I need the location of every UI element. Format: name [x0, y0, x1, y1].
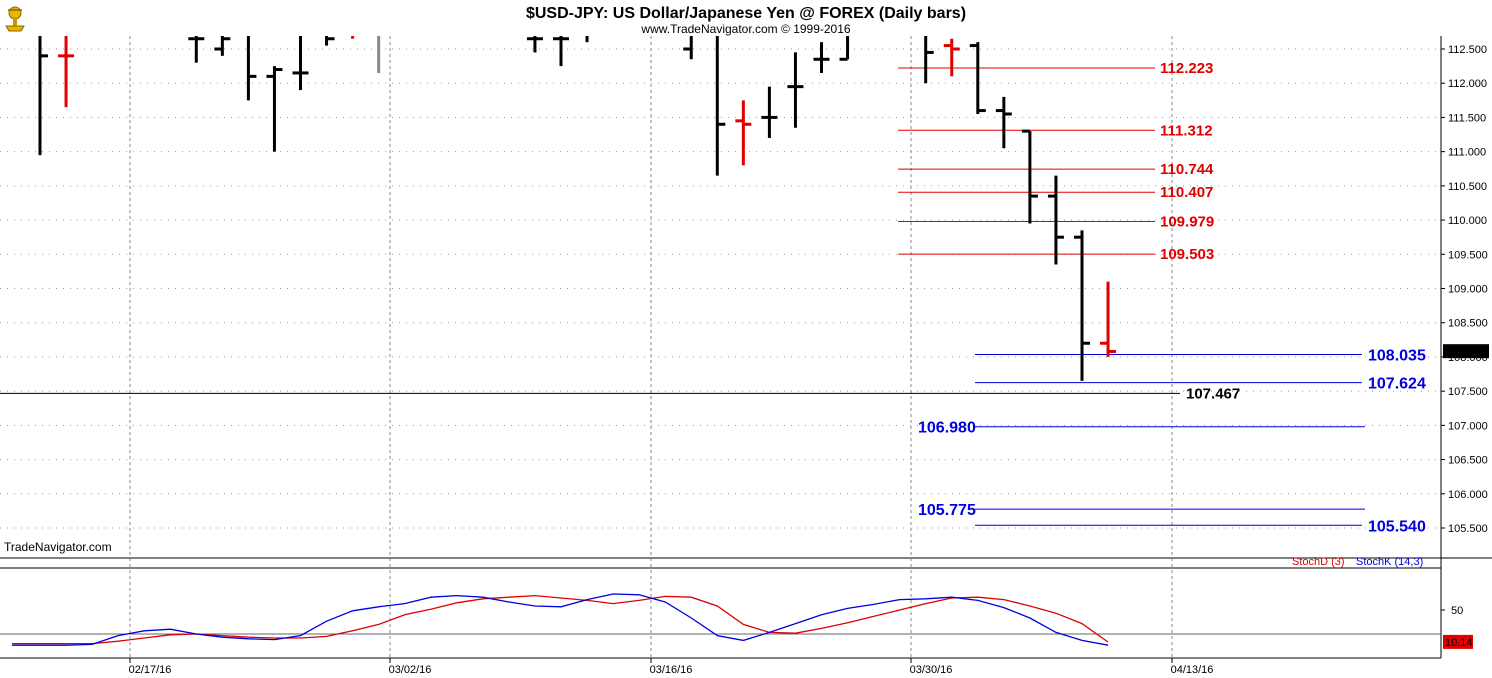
y-tick-label: 106.500 — [1448, 455, 1488, 467]
support-label: 107.624 — [1368, 376, 1426, 393]
y-tick-label: 105.500 — [1448, 523, 1488, 535]
x-tick-label: 03/02/16 — [389, 664, 432, 676]
ohlc-bars — [38, 36, 1117, 381]
stoch-series-line — [12, 594, 1109, 645]
price-panel — [0, 36, 1441, 558]
resistance-label: 109.979 — [1160, 214, 1214, 231]
stoch-legend-k: StochK (14,3) — [1356, 556, 1423, 568]
stoch-last-value-box — [1443, 634, 1473, 649]
grid-lines — [0, 36, 1441, 658]
resistance-label: 110.407 — [1160, 184, 1213, 201]
last-price-label: 108.084 — [1445, 346, 1485, 358]
x-tick-label: 03/16/16 — [650, 664, 693, 676]
y-tick-label: 109.000 — [1448, 284, 1488, 296]
x-tick-label: 03/30/16 — [910, 664, 953, 676]
y-tick-label: 107.000 — [1448, 420, 1488, 432]
y-tick-label: 112.000 — [1448, 78, 1487, 90]
x-tick-label: 04/13/16 — [1171, 664, 1214, 676]
y-tick-label: 106.000 — [1448, 489, 1488, 501]
copyright-notice: www.TradeNavigator.com © 1999-2016 — [640, 22, 850, 36]
stoch-last-value-label: 10.14 — [1445, 637, 1473, 649]
y-tick-label: 111.000 — [1448, 147, 1486, 159]
y-tick-label: 109.500 — [1448, 249, 1488, 261]
support-label: 105.540 — [1368, 518, 1426, 535]
fibonacci-levels: 107.467 112.223 111.312 110.744 110.407 109.9… — [0, 60, 1426, 535]
support-label: 108.035 — [1368, 348, 1426, 365]
resistance-label: 111.312 — [1160, 122, 1213, 139]
stochastic-panel: 50 StochD (3) StochK (14,3) 10.14 — [0, 556, 1473, 649]
y-tick-label: 110.000 — [1448, 215, 1487, 227]
y-tick-label: 108.500 — [1448, 318, 1488, 330]
x-tick-label: 02/17/16 — [129, 664, 172, 676]
support-label: 106.980 — [918, 420, 976, 437]
y-tick-label: 110.500 — [1448, 181, 1487, 193]
last-price-box — [1443, 344, 1489, 359]
stoch-legend-d: StochD (3) — [1292, 556, 1345, 568]
resistance-label: 112.223 — [1160, 60, 1213, 77]
resistance-label: 110.744 — [1160, 161, 1214, 178]
watermark: TradeNavigator.com — [4, 540, 112, 554]
y-tick-label: 111.500 — [1448, 112, 1486, 124]
chart-title: $USD-JPY: US Dollar/Japanese Yen @ FOREX… — [526, 5, 966, 22]
stoch-y-tick-label: 50 — [1451, 605, 1463, 617]
price-axis: 112.500 112.000 111.500 111.000 110.500 110.0… — [1441, 44, 1489, 535]
support-label: 105.775 — [918, 502, 976, 519]
trade-navigator-logo-icon[interactable] — [5, 6, 25, 32]
stoch-series-line — [12, 593, 1109, 646]
date-axis: 02/17/16 03/02/16 03/16/16 03/30/16 04/13/16 — [129, 658, 1214, 676]
y-tick-label: 112.500 — [1448, 44, 1487, 56]
resistance-label: 109.503 — [1160, 246, 1214, 263]
y-tick-label: 107.500 — [1448, 386, 1488, 398]
horizontal-price-label: 107.467 — [1186, 385, 1240, 402]
